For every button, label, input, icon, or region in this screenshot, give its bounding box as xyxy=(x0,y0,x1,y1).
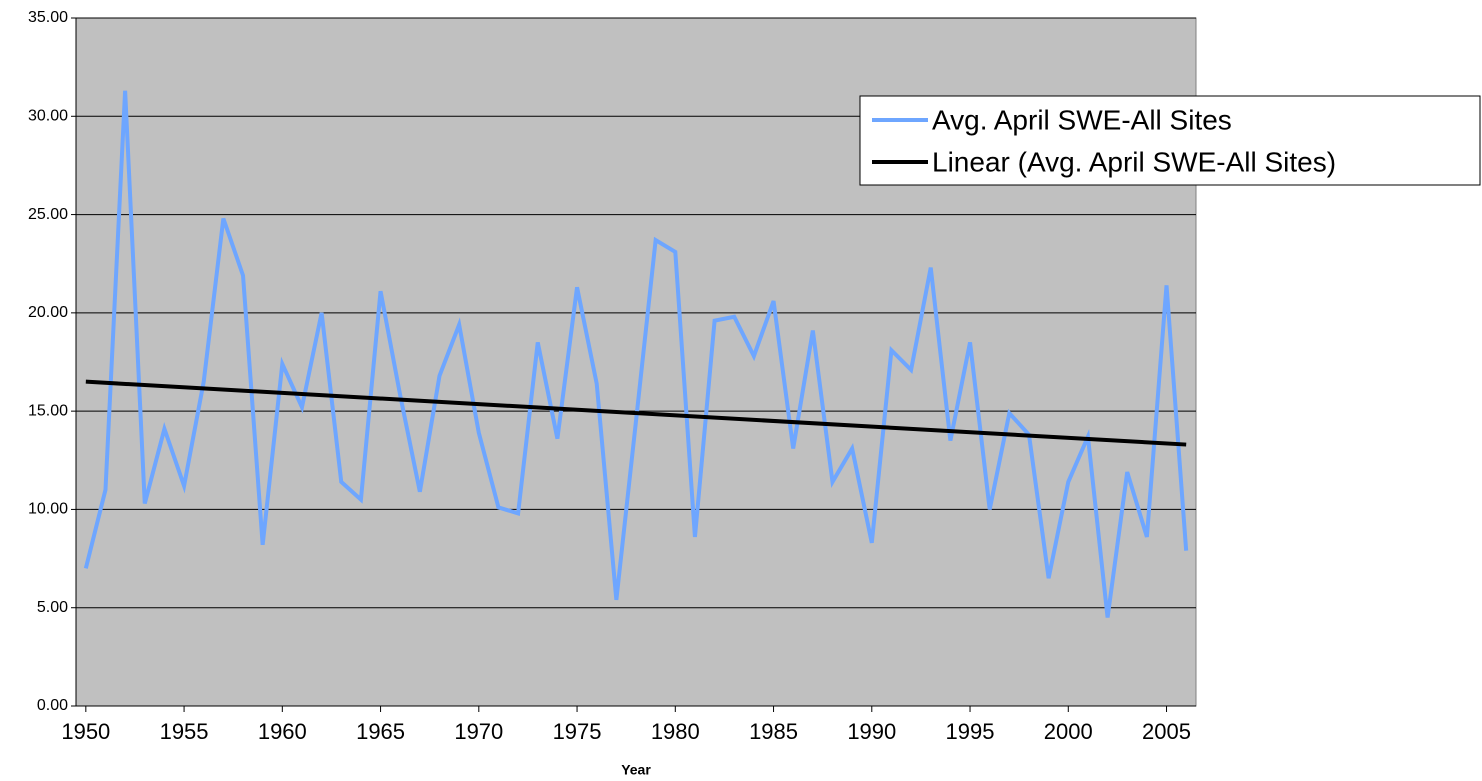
x-tick-label: 1990 xyxy=(847,719,896,744)
series-line xyxy=(85,379,1187,447)
x-tick-label: 2000 xyxy=(1044,719,1093,744)
legend-box xyxy=(859,95,1481,186)
y-tick-label: 35.00 xyxy=(28,9,68,26)
y-tick-label: 10.00 xyxy=(28,501,68,518)
x-tick-label: 1975 xyxy=(553,719,602,744)
y-tick-label: 30.00 xyxy=(28,108,68,125)
y-tick-label: 5.00 xyxy=(37,599,68,616)
y-tick-label: 0.00 xyxy=(37,697,68,714)
x-tick-label: 1955 xyxy=(160,719,209,744)
x-tick-label: 1980 xyxy=(651,719,700,744)
y-tick-label: 15.00 xyxy=(28,402,68,419)
x-tick-label: 1995 xyxy=(946,719,995,744)
x-tick-label: 1965 xyxy=(356,719,405,744)
x-tick-label: 2005 xyxy=(1142,719,1191,744)
y-tick-label: 25.00 xyxy=(28,206,68,223)
series-line xyxy=(83,90,1189,618)
x-axis-label: Year xyxy=(621,762,651,778)
y-tick-label: 20.00 xyxy=(28,304,68,321)
legend-label: Avg. April SWE-All Sites xyxy=(932,104,1232,135)
x-tick-label: 1985 xyxy=(749,719,798,744)
x-tick-label: 1950 xyxy=(61,719,110,744)
legend-label: Linear (Avg. April SWE-All Sites) xyxy=(932,146,1336,177)
x-tick-label: 1960 xyxy=(258,719,307,744)
x-tick-label: 1970 xyxy=(454,719,503,744)
